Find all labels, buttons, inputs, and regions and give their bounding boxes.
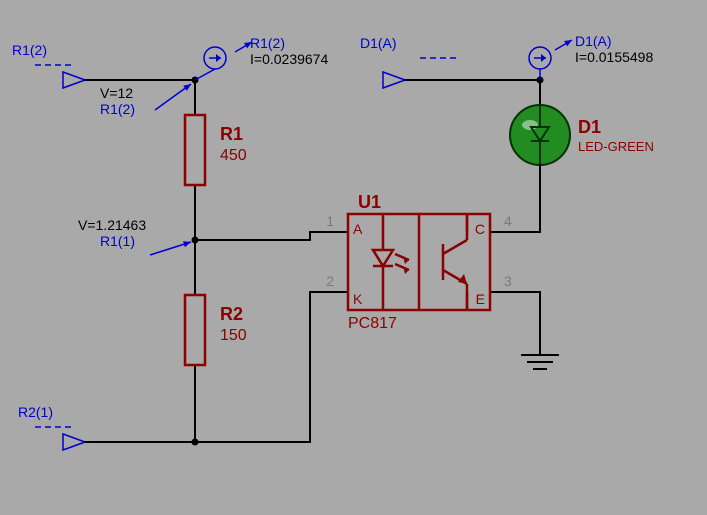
probe-i-top-val: I=0.0239674 xyxy=(250,51,328,67)
r1-label: R1 xyxy=(220,124,243,144)
u1-pin3-num: 3 xyxy=(504,273,512,289)
d1-label: D1 xyxy=(578,117,601,137)
r2-label: R2 xyxy=(220,304,243,324)
u1-value: PC817 xyxy=(348,315,397,332)
probe-i-top-ref: R1(2) xyxy=(250,35,285,51)
probe-r2-1-text: R2(1) xyxy=(18,404,53,420)
d1-value: LED-GREEN xyxy=(578,139,654,154)
probe-d1a-i-ref: D1(A) xyxy=(575,33,612,49)
probe-v12-ref: R1(2) xyxy=(100,101,135,117)
u1-A: A xyxy=(353,221,363,237)
u1-pin2-num: 2 xyxy=(326,273,334,289)
r2-value: 150 xyxy=(220,327,247,344)
probe-mid-ref: R1(1) xyxy=(100,233,135,249)
u1-label: U1 xyxy=(358,192,381,212)
u1-pin1-num: 1 xyxy=(326,213,334,229)
d1-highlight xyxy=(522,120,538,130)
u1-pin4-num: 4 xyxy=(504,213,512,229)
u1-E: E xyxy=(476,291,485,307)
probe-mid-val: V=1.21463 xyxy=(78,217,146,233)
probe-r1-2-left-text: R1(2) xyxy=(12,42,47,58)
probe-d1a-i-val: I=0.0155498 xyxy=(575,49,653,65)
probe-v12-val: V=12 xyxy=(100,85,133,101)
u1-C: C xyxy=(475,221,485,237)
r1-value: 450 xyxy=(220,147,247,164)
u1-K: K xyxy=(353,291,363,307)
probe-d1a-left-text: D1(A) xyxy=(360,35,397,51)
